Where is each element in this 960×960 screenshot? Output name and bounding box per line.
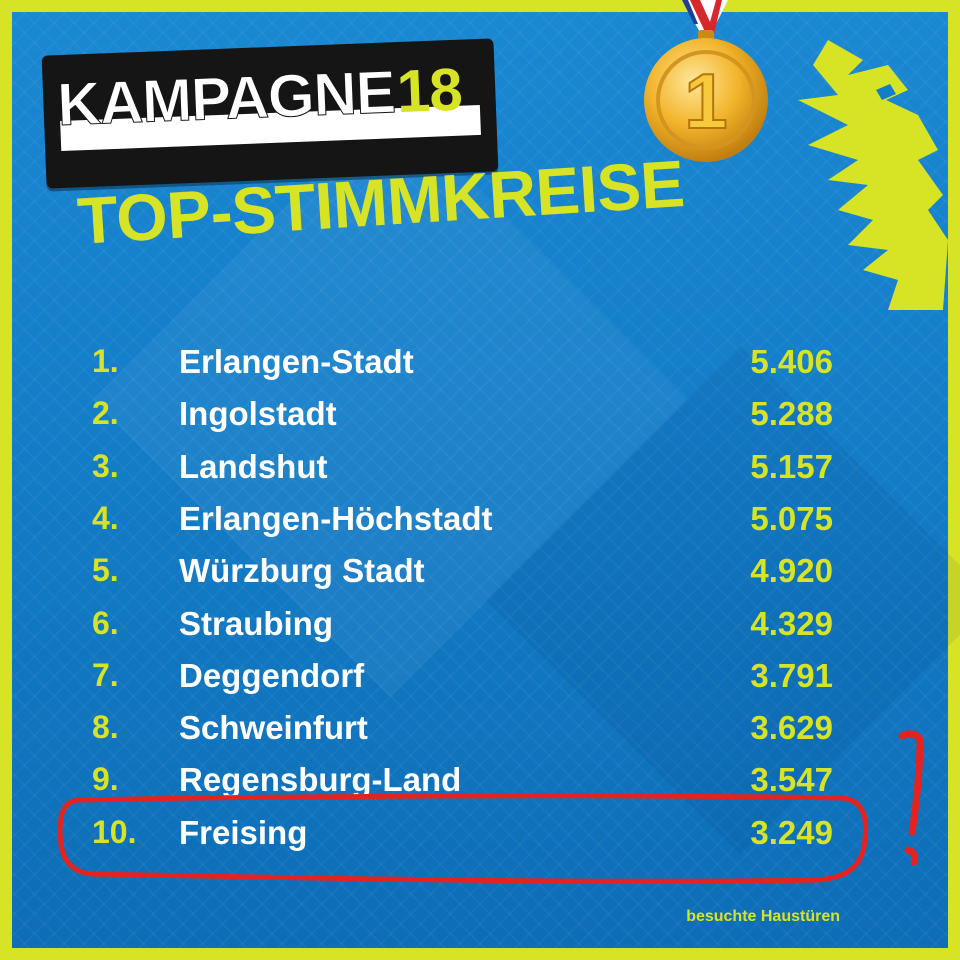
- visit-count: 3.547: [750, 761, 833, 799]
- visit-count: 5.406: [750, 343, 833, 380]
- ranking-row: 2. Ingolstadt 5.288: [0, 395, 960, 447]
- ranking-row: 4. Erlangen-Höchstadt 5.075: [0, 500, 960, 552]
- rank-number: 8.: [92, 709, 119, 746]
- district-name: Schweinfurt: [179, 709, 368, 747]
- rank-number: 5.: [92, 552, 119, 589]
- visit-count: 3.249: [750, 813, 833, 851]
- ranking-row: 10. Freising 3.249: [0, 814, 960, 866]
- visit-count: 5.288: [750, 395, 833, 433]
- visit-count: 3.629: [750, 709, 833, 747]
- district-name: Regensburg-Land: [179, 761, 462, 799]
- exclamation-mark-icon: [898, 730, 924, 866]
- rank-number: 9.: [92, 761, 119, 798]
- visit-count: 5.075: [750, 499, 833, 537]
- visit-count: 5.157: [750, 447, 833, 485]
- ranking-row: 8. Schweinfurt 3.629: [0, 709, 960, 761]
- district-name: Erlangen-Höchstadt: [179, 499, 493, 537]
- medal-number: 1: [684, 57, 727, 145]
- district-name: Landshut: [179, 447, 328, 485]
- gold-medal-icon: 1: [644, 0, 768, 162]
- ranking-row: 9. Regensburg-Land 3.547: [0, 761, 960, 813]
- district-name: Freising: [179, 813, 308, 851]
- rank-number: 6.: [92, 604, 119, 641]
- district-name: Würzburg Stadt: [179, 552, 425, 590]
- ranking-row: 5. Würzburg Stadt 4.920: [0, 552, 960, 604]
- ranking-row: 7. Deggendorf 3.791: [0, 657, 960, 709]
- rank-number: 2.: [92, 395, 119, 432]
- rank-number: 10.: [92, 813, 137, 850]
- district-name: Ingolstadt: [179, 395, 337, 433]
- rank-number: 7.: [92, 656, 119, 693]
- district-name: Deggendorf: [179, 656, 365, 694]
- lion-icon: [798, 40, 948, 310]
- district-name: Erlangen-Stadt: [179, 343, 414, 380]
- visit-count: 4.329: [750, 604, 833, 642]
- ranking-row: 3. Landshut 5.157: [0, 448, 960, 500]
- visit-count: 3.791: [750, 656, 833, 694]
- rank-number: 1.: [92, 343, 119, 379]
- footnote: besuchte Haustüren: [686, 908, 840, 925]
- ranking-row: 6. Straubing 4.329: [0, 605, 960, 657]
- district-name: Straubing: [179, 604, 333, 642]
- rank-number: 4.: [92, 499, 119, 536]
- rank-number: 3.: [92, 447, 119, 484]
- ranking-row: 1. Erlangen-Stadt 5.406: [0, 343, 960, 395]
- visit-count: 4.920: [750, 552, 833, 590]
